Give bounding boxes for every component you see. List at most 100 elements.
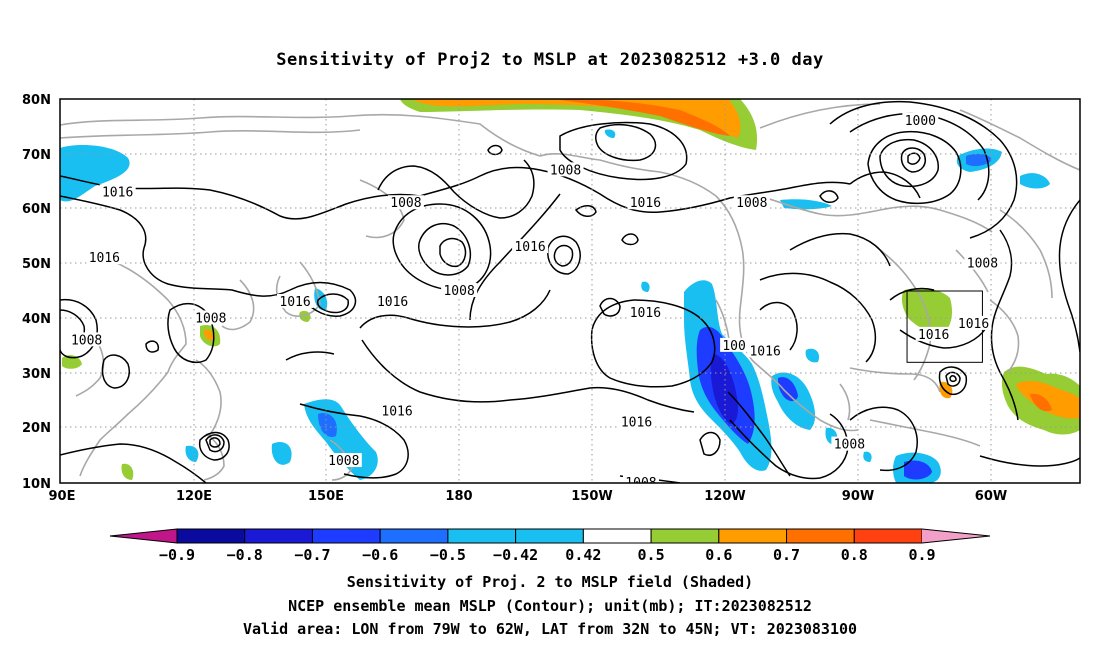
footer-line-3: Valid area: LON from 79W to 62W, LAT fro… [242, 620, 858, 638]
contour-label: 1000 [905, 114, 936, 129]
lon-label: 60W [975, 489, 1007, 504]
contour-label-bg [902, 112, 939, 127]
lon-label: 180 [445, 489, 472, 504]
grid-lines [60, 99, 1080, 483]
colorbar-label: −0.6 [362, 546, 398, 564]
lon-label: 90E [49, 489, 76, 504]
contour-label-bg [86, 250, 123, 265]
contour-label-bg [379, 403, 416, 418]
contour-label: 1008 [967, 257, 998, 272]
lat-label: 30N [22, 367, 51, 382]
colorbar-cell [853, 528, 923, 544]
contour-labels: 1016 1016 1016 1008 1008 1008 1008 1016 1016 1008… [68, 112, 1001, 491]
contour-label-bg [512, 239, 549, 254]
contour-label: 1008 [443, 284, 474, 299]
lat-label: 70N [22, 148, 51, 163]
lon-label: 120W [704, 489, 745, 504]
contour-label: 1016 [514, 240, 545, 255]
contour-label: 1016 [918, 328, 949, 343]
contour-label: 1016 [279, 295, 310, 310]
contour-label: 1016 [958, 317, 989, 332]
lat-label: 60N [22, 202, 51, 217]
contour-label: 1008 [328, 454, 359, 469]
contour-label: 1016 [102, 185, 133, 200]
colorbar-right-tip [922, 529, 990, 543]
contour-label-bg [733, 195, 770, 210]
lon-axis: 90E 120E 150E 180 150W 120W 90W 60W [49, 489, 1008, 504]
colorbar-cell [311, 528, 381, 544]
contour-label: 1008 [550, 163, 581, 178]
contour-label: 1016 [89, 251, 120, 266]
contour-label-bg [374, 293, 411, 308]
lon-label: 150W [571, 489, 612, 504]
coastlines [60, 103, 1080, 481]
colorbar-label: 0.7 [773, 546, 800, 564]
colorbar-cell [515, 528, 584, 544]
contour-label-bg [747, 343, 784, 358]
colorbar-label: 0.5 [638, 546, 665, 564]
contour-label-bg [720, 337, 749, 352]
lat-label: 50N [22, 257, 51, 272]
lat-label: 20N [22, 421, 51, 436]
contour-label-bg [277, 293, 314, 308]
contour-label-bg [192, 310, 229, 325]
colorbar-label: −0.9 [159, 546, 195, 564]
colorbar-label: −0.8 [227, 546, 263, 564]
shaded-sensitivity [60, 99, 1080, 483]
contour-label-bg [547, 162, 584, 177]
colorbar-label: 0.6 [705, 546, 732, 564]
lat-label: 80N [22, 93, 51, 108]
contour-label-bg [915, 326, 952, 341]
contour-label-bg [831, 436, 868, 451]
colorbar-cell [786, 528, 855, 544]
colorbar-cell [379, 528, 449, 544]
mslp-contours [60, 100, 1080, 483]
footer-line-1: Sensitivity of Proj. 2 to MSLP field (Sh… [346, 573, 754, 591]
colorbar-label: 0.9 [908, 546, 935, 564]
contour-label: 1008 [390, 196, 421, 211]
contour-label: 1016 [377, 295, 408, 310]
colorbar-cell [244, 528, 313, 544]
colorbar-label: −0.5 [430, 546, 466, 564]
lon-label: 150E [308, 489, 344, 504]
contour-label: 1008 [195, 311, 226, 326]
contour-label-bg [387, 195, 424, 210]
contour-label-bg [964, 255, 1001, 270]
map-title: Sensitivity of Proj2 to MSLP at 20230825… [276, 50, 824, 70]
contour-label-bg [622, 475, 659, 483]
contour-label-bg [99, 184, 136, 199]
contour-label-bg [627, 304, 664, 319]
colorbar-cell [447, 528, 517, 544]
colorbar-cell [718, 528, 788, 544]
lon-label: 120E [176, 489, 212, 504]
contour-label: 1008 [625, 476, 656, 491]
contour-label: 1016 [381, 405, 412, 420]
colorbar-cell [582, 528, 652, 544]
lat-label: 40N [22, 312, 51, 327]
contour-label: 1016 [621, 416, 652, 431]
contour-label-bg [325, 453, 362, 468]
colorbar-left-tip [110, 529, 177, 543]
colorbar-cell [650, 528, 720, 544]
colorbar-label: 0.42 [565, 546, 601, 564]
contour-label: 1016 [749, 344, 780, 359]
contour-label: 1008 [736, 196, 767, 211]
contour-label: 1016 [630, 306, 661, 321]
lat-axis: 80N 70N 60N 50N 40N 30N 20N 10N [22, 93, 51, 492]
colorbar-label: −0.42 [493, 546, 538, 564]
contour-label-bg [618, 414, 655, 429]
contour-label-bg [955, 315, 992, 330]
footer-line-2: NCEP ensemble mean MSLP (Contour); unit(… [288, 597, 812, 615]
contour-label: 1016 [630, 196, 661, 211]
contour-label: 1008 [71, 333, 102, 348]
lat-label: 10N [22, 477, 51, 492]
colorbar: −0.9 −0.8 −0.7 −0.6 −0.5 −0.42 0.42 0.5 0.6 0.7 0.… [109, 528, 991, 564]
contour-label-bg [441, 283, 478, 297]
colorbar-cell [176, 528, 246, 544]
colorbar-label: 0.8 [841, 546, 868, 564]
map-frame [59, 98, 1081, 484]
lon-label: 90W [842, 489, 874, 504]
contour-label-bg [627, 195, 664, 210]
colorbar-label: −0.7 [294, 546, 330, 564]
